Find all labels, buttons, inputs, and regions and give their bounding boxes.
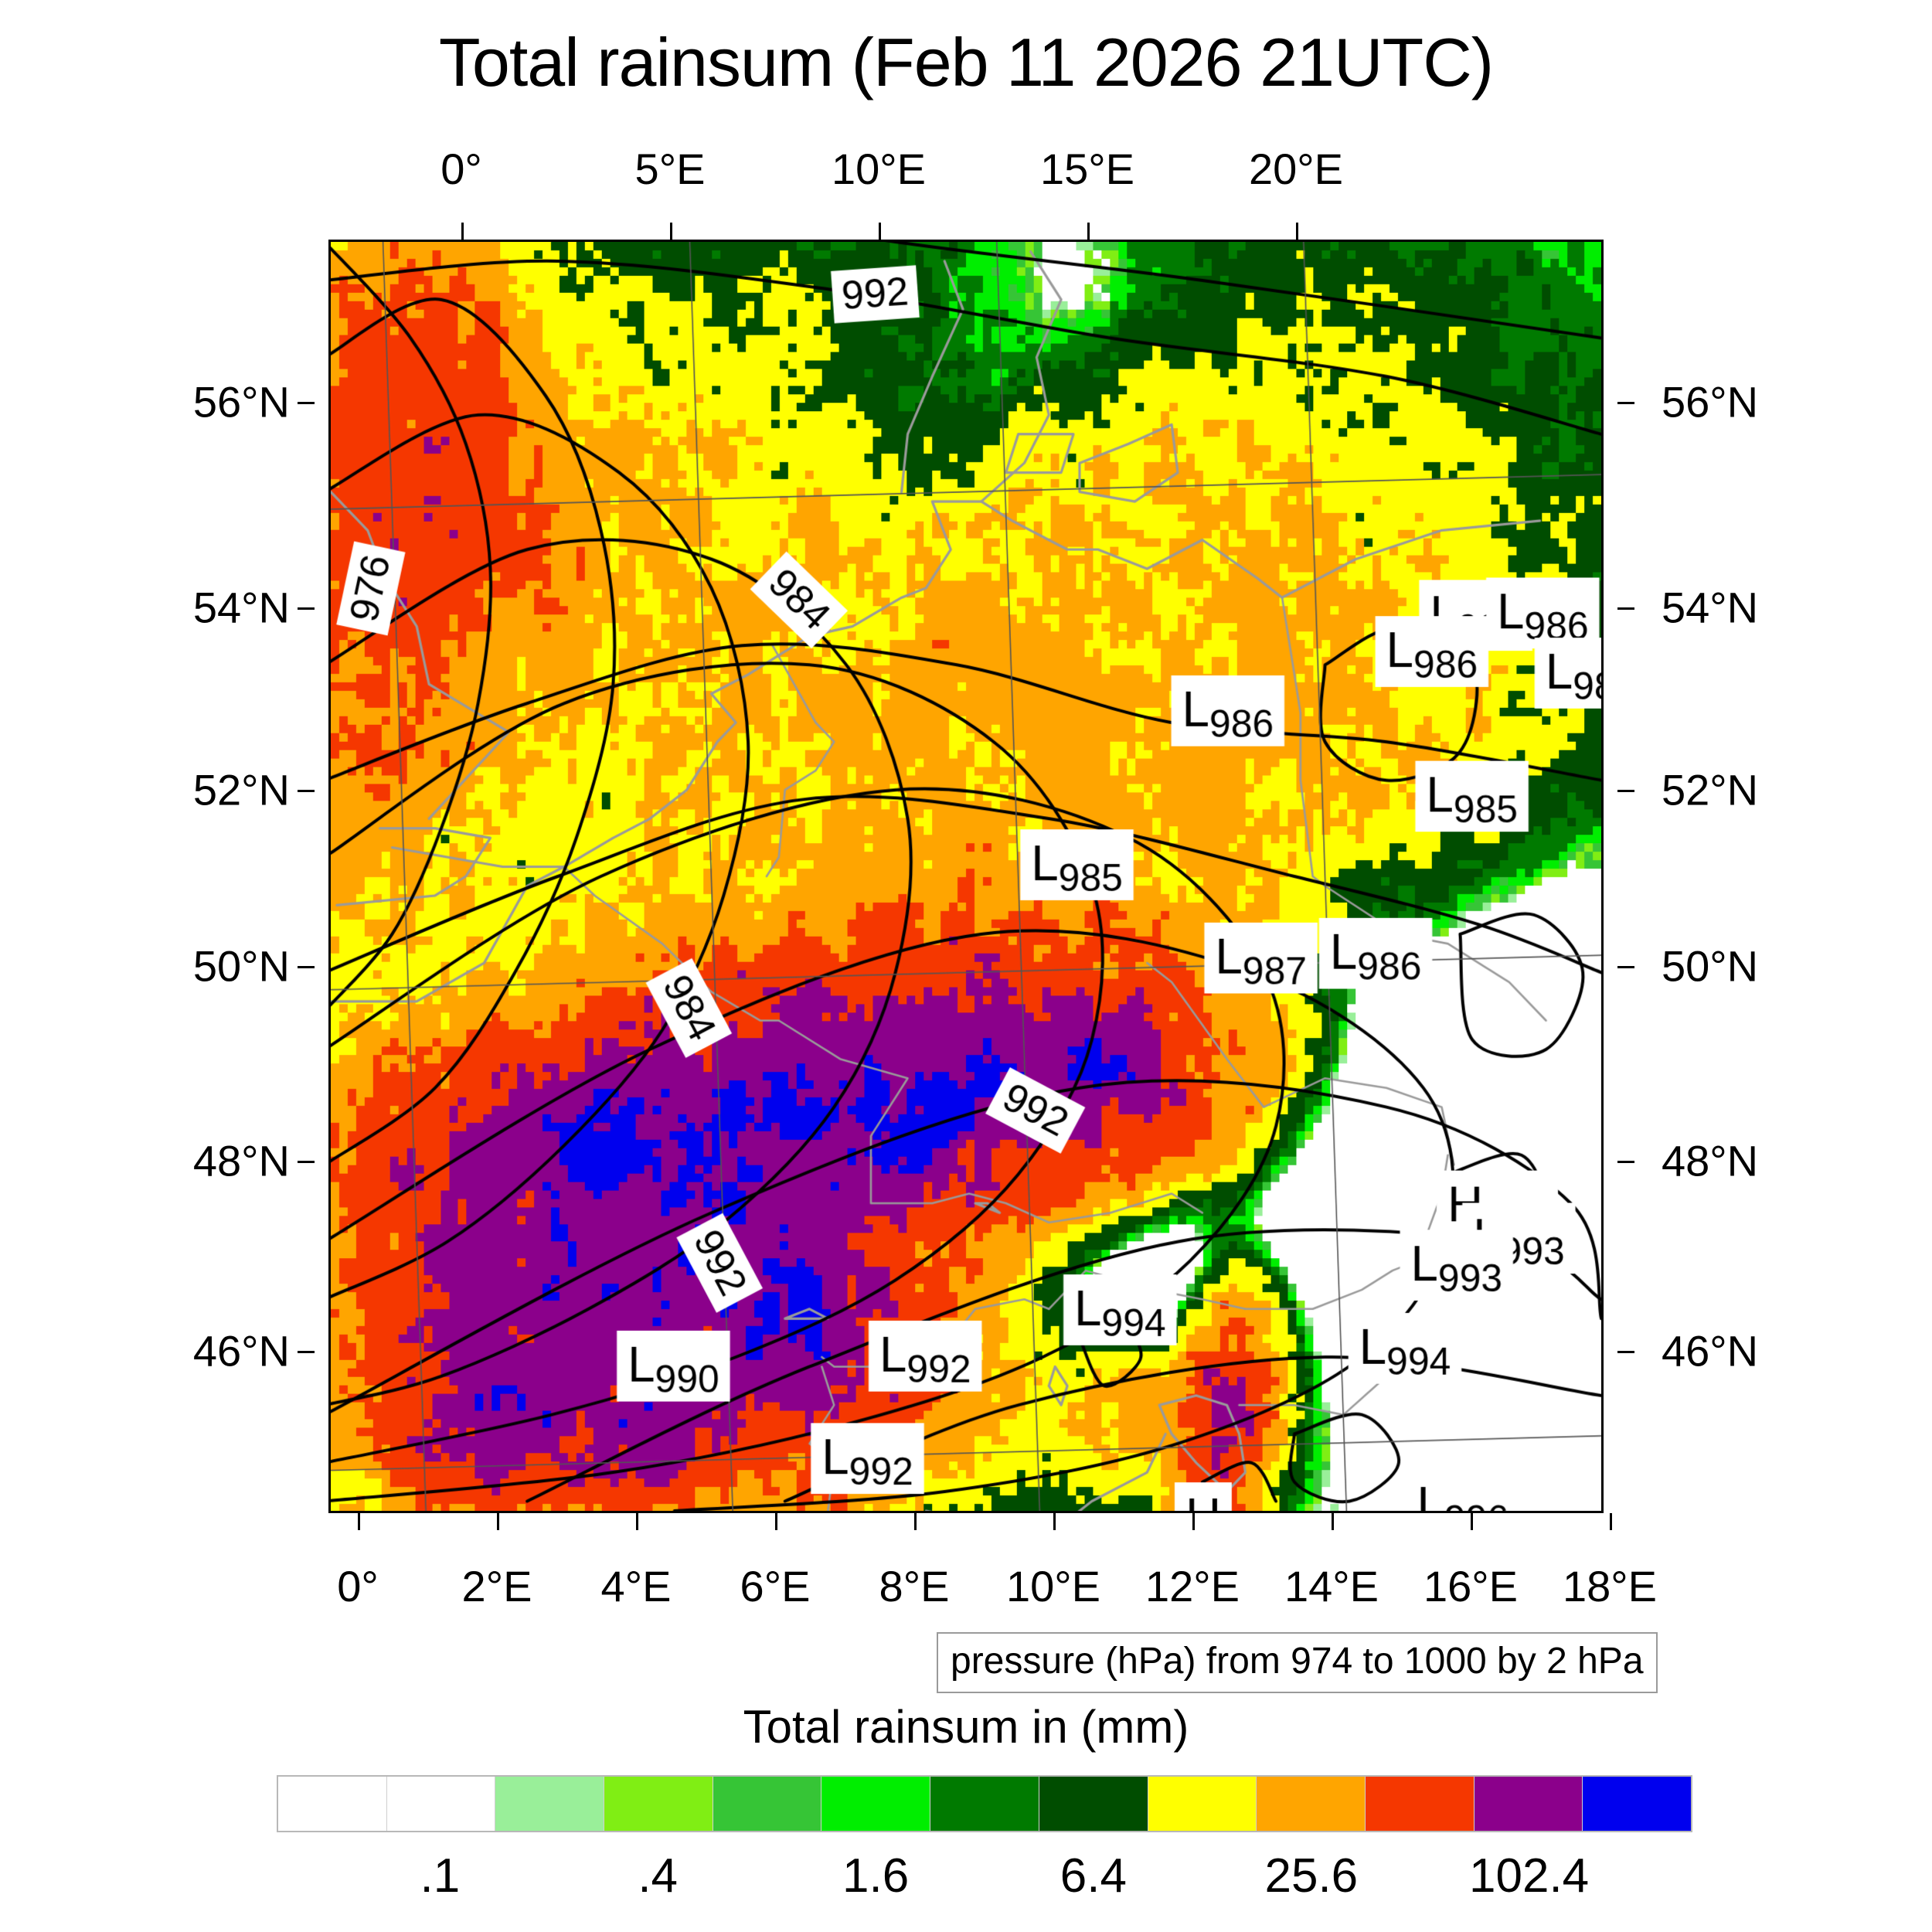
lon-tick-bottom-3 [775,1513,777,1530]
lon-label-top-2: 10°E [831,145,927,193]
map-plot-area[interactable] [328,240,1604,1513]
lon-tick-top-0 [461,223,464,240]
lon-tick-bottom-8 [1471,1513,1473,1530]
colorbar-tick-labels: .1 .4 1.6 6.4 25.6 102.4 [277,1849,1692,1910]
lat-tick-left-1 [298,607,315,610]
colorbar-segment-6[interactable] [930,1777,1039,1831]
colorbar-tick-2: 1.6 [842,1849,910,1903]
lat-tick-right-5 [1617,1351,1634,1353]
colorbar-segment-12[interactable] [1582,1777,1691,1831]
colorbar-segment-10[interactable] [1364,1777,1474,1831]
colorbar-segment-1[interactable] [386,1777,495,1831]
lat-label-right-5: 46°N [1662,1326,1759,1376]
lon-label-bottom-4: 8°E [879,1562,950,1611]
lat-label-left-5: 46°N [192,1326,290,1376]
lon-label-bottom-9: 18°E [1562,1562,1658,1611]
lat-tick-left-4 [298,1161,315,1163]
colorbar-segment-4[interactable] [712,1777,821,1831]
lon-label-top-4: 20°E [1248,145,1344,193]
lat-tick-right-3 [1617,966,1634,968]
lon-tick-bottom-2 [636,1513,638,1530]
colorbar-segment-9[interactable] [1256,1777,1365,1831]
lon-label-bottom-8: 16°E [1423,1562,1519,1611]
lon-label-top-1: 5°E [634,145,706,193]
lon-tick-top-1 [670,223,672,240]
lon-tick-top-3 [1087,223,1090,240]
lon-tick-bottom-7 [1332,1513,1334,1530]
lat-label-right-2: 52°N [1662,765,1759,815]
lat-label-right-3: 50°N [1662,941,1759,991]
lat-label-left-3: 50°N [192,941,290,991]
colorbar-segment-5[interactable] [821,1777,930,1831]
lon-label-bottom-6: 12°E [1145,1562,1240,1611]
lat-label-left-1: 54°N [192,583,290,632]
colorbar-tick-3: 6.4 [1060,1849,1127,1903]
colorbar-segment-8[interactable] [1147,1777,1257,1831]
colorbar-segment-2[interactable] [495,1777,604,1831]
lat-tick-left-3 [298,966,315,968]
lon-tick-bottom-9 [1610,1513,1612,1530]
lat-label-right-1: 54°N [1662,583,1759,632]
lon-label-bottom-0: 0° [337,1562,379,1611]
lon-tick-bottom-0 [358,1513,360,1530]
lon-label-top-3: 15°E [1039,145,1135,193]
lon-label-bottom-1: 2°E [461,1562,532,1611]
colorbar-segment-11[interactable] [1473,1777,1583,1831]
lat-label-right-0: 56°N [1662,377,1759,427]
lon-label-top-0: 0° [440,145,482,193]
page-title: Total rainsum (Feb 11 2026 21UTC) [438,24,1494,100]
lon-tick-bottom-4 [914,1513,917,1530]
lon-label-bottom-3: 6°E [740,1562,811,1611]
lat-label-left-4: 48°N [192,1136,290,1185]
lon-label-bottom-7: 14°E [1284,1562,1379,1611]
lat-tick-left-5 [298,1351,315,1353]
precipitation-pressure-map[interactable] [331,242,1601,1511]
lat-tick-left-2 [298,790,315,792]
pressure-contour-legend: pressure (hPa) from 974 to 1000 by 2 hPa [937,1632,1658,1693]
colorbar-tick-0: .1 [420,1849,461,1903]
colorbar-segment-3[interactable] [604,1777,713,1831]
colorbar-segment-7[interactable] [1038,1777,1148,1831]
lat-tick-left-0 [298,402,315,404]
lat-tick-right-1 [1617,607,1634,610]
colorbar[interactable] [277,1775,1692,1832]
colorbar-segment-0[interactable] [278,1777,386,1831]
colorbar-tick-1: .4 [638,1849,679,1903]
lat-label-left-2: 52°N [192,765,290,815]
colorbar-tick-4: 25.6 [1264,1849,1359,1903]
lon-label-bottom-2: 4°E [600,1562,672,1611]
lat-label-right-4: 48°N [1662,1136,1759,1185]
lat-label-left-0: 56°N [192,377,290,427]
lat-tick-right-2 [1617,790,1634,792]
lon-tick-top-2 [879,223,881,240]
lon-tick-bottom-5 [1053,1513,1056,1530]
colorbar-tick-5: 102.4 [1469,1849,1590,1903]
lon-tick-top-4 [1296,223,1298,240]
lon-label-bottom-5: 10°E [1005,1562,1101,1611]
colorbar-title: Total rainsum in (mm) [743,1701,1189,1753]
lat-tick-right-4 [1617,1161,1634,1163]
lat-tick-right-0 [1617,402,1634,404]
lon-tick-bottom-1 [497,1513,499,1530]
lon-tick-bottom-6 [1192,1513,1195,1530]
